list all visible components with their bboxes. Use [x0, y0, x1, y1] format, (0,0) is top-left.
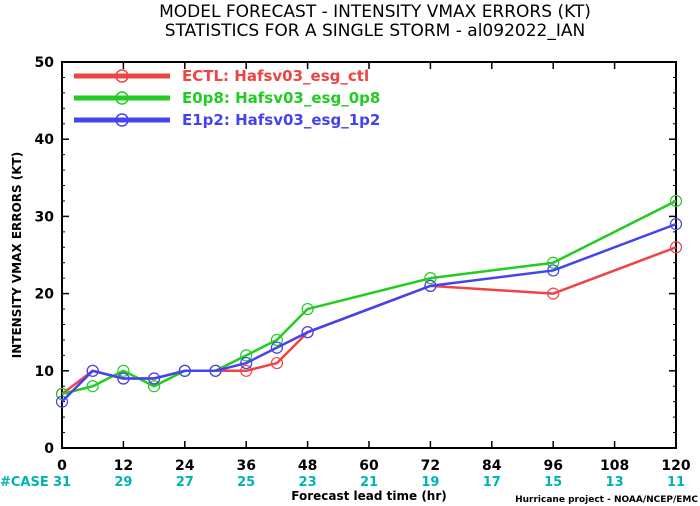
y-tick-label: 0	[44, 441, 54, 457]
series-line	[61, 199, 677, 396]
data-point	[148, 372, 161, 385]
data-point	[117, 372, 130, 385]
data-point	[55, 395, 69, 408]
data-point	[240, 364, 253, 377]
case-count: 17	[483, 475, 501, 490]
x-tick-label: 84	[482, 458, 502, 474]
chart-title: MODEL FORECAST - INTENSITY VMAX ERRORS (…	[159, 2, 591, 22]
data-point	[669, 194, 683, 208]
case-count: 21	[360, 475, 378, 490]
data-point	[117, 364, 130, 377]
legend-label: E0p8: Hafsv03_esg_0p8	[182, 89, 380, 107]
data-point	[270, 356, 283, 370]
data-point	[86, 380, 99, 393]
data-point	[86, 364, 99, 377]
x-tick-label: 24	[175, 458, 195, 474]
case-count-row: #CASE 31 29 27 25 23 21 19 17 15 13 11	[0, 475, 685, 490]
y-axis-label: INTENSITY VMAX ERRORS (KT)	[10, 152, 24, 358]
case-count: 13	[606, 475, 624, 490]
data-point	[547, 264, 560, 277]
data-point	[301, 326, 314, 339]
credit-text: Hurricane project - NOAA/NCEP/EMC	[515, 495, 698, 505]
data-point	[547, 256, 560, 269]
legend-marker	[115, 113, 129, 127]
data-point	[669, 218, 683, 231]
case-count: 29	[114, 475, 132, 490]
x-tick-label: 120	[661, 458, 690, 474]
data-point	[209, 364, 222, 377]
data-point	[669, 241, 683, 254]
data-point	[148, 380, 161, 393]
x-tick-label: 12	[114, 458, 133, 474]
series-line	[61, 222, 677, 403]
x-tick-label: 0	[57, 458, 67, 474]
x-axis-label: Forecast lead time (hr)	[291, 489, 447, 503]
case-count: 19	[421, 475, 439, 490]
legend-label: ECTL: Hafsv03_esg_ctl	[182, 67, 369, 85]
data-point	[55, 387, 69, 401]
data-point	[547, 287, 560, 300]
legend: ECTL: Hafsv03_esg_ctl E0p8: Hafsv03_esg_0…	[74, 67, 380, 129]
x-tick-label: 96	[543, 458, 562, 474]
data-point	[424, 279, 437, 292]
x-tick-label: 36	[236, 458, 255, 474]
case-count: 27	[176, 475, 194, 490]
case-count: 23	[299, 475, 317, 490]
series-line	[61, 246, 677, 395]
y-tick-label: 20	[35, 287, 55, 303]
y-tick-label: 30	[35, 209, 55, 225]
x-tick-label: 72	[421, 458, 440, 474]
series-1	[55, 194, 683, 401]
legend-label: E1p2: Hafsv03_esg_1p2	[182, 111, 380, 129]
y-tick-label: 10	[35, 364, 55, 380]
chart-subtitle: STATISTICS FOR A SINGLE STORM - al092022…	[165, 21, 585, 41]
data-point	[270, 341, 283, 354]
series-2	[55, 218, 683, 408]
data-point	[178, 364, 191, 377]
data-point	[301, 302, 314, 316]
y-tick-label: 40	[35, 132, 55, 148]
x-tick-label: 108	[600, 458, 629, 474]
case-count: 31	[53, 475, 71, 490]
case-label: #CASE	[0, 475, 49, 490]
series-layer	[55, 194, 683, 408]
legend-marker	[115, 91, 129, 105]
data-point	[270, 333, 283, 347]
legend-marker	[115, 69, 129, 83]
axis-ticks: 0 12 24 36 48 60 72 84 96 108 120 0 10 20 30 40 50	[35, 55, 691, 474]
x-tick-label: 48	[298, 458, 317, 474]
data-point	[424, 272, 437, 285]
case-count: 11	[667, 475, 685, 490]
series-0	[55, 241, 683, 401]
case-count: 15	[544, 475, 562, 490]
x-tick-label: 60	[359, 458, 379, 474]
data-point	[240, 356, 253, 370]
data-point	[240, 349, 253, 362]
y-tick-label: 50	[35, 55, 55, 71]
case-count: 25	[237, 475, 255, 490]
